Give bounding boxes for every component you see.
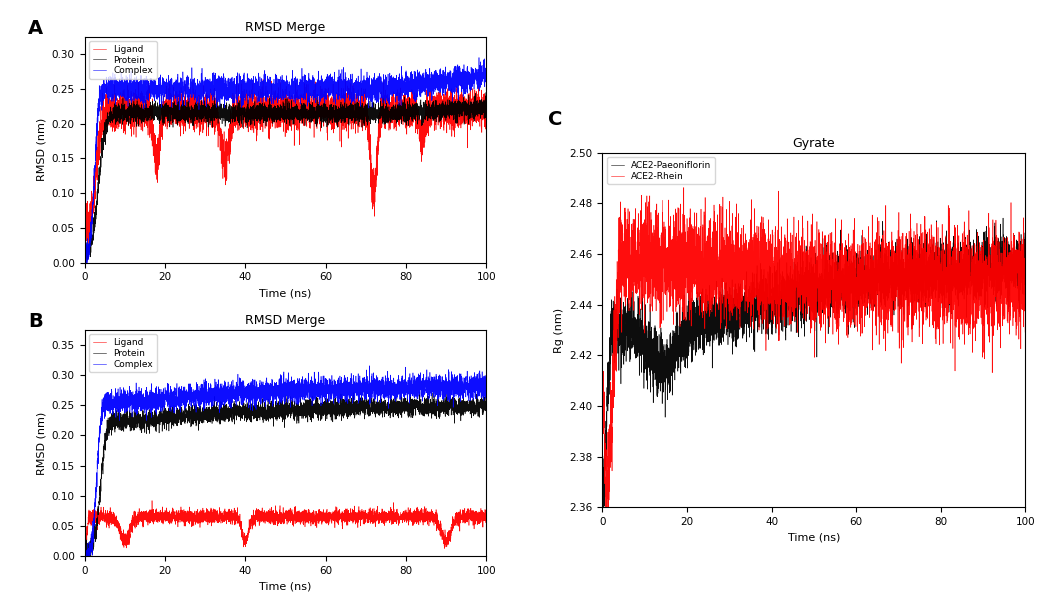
X-axis label: Time (ns): Time (ns) bbox=[259, 581, 312, 591]
Y-axis label: RMSD (nm): RMSD (nm) bbox=[36, 411, 47, 475]
Y-axis label: Rg (nm): Rg (nm) bbox=[554, 307, 564, 353]
Title: RMSD Merge: RMSD Merge bbox=[245, 21, 326, 34]
X-axis label: Time (ns): Time (ns) bbox=[259, 288, 312, 298]
Title: RMSD Merge: RMSD Merge bbox=[245, 315, 326, 327]
Legend: Ligand, Protein, Complex: Ligand, Protein, Complex bbox=[89, 334, 156, 372]
Title: Gyrate: Gyrate bbox=[793, 137, 835, 150]
Text: A: A bbox=[29, 18, 43, 37]
Legend: Ligand, Protein, Complex: Ligand, Protein, Complex bbox=[89, 41, 156, 79]
Y-axis label: RMSD (nm): RMSD (nm) bbox=[36, 118, 47, 181]
X-axis label: Time (ns): Time (ns) bbox=[787, 532, 840, 543]
Legend: ACE2-Paeoniflorin, ACE2-Rhein: ACE2-Paeoniflorin, ACE2-Rhein bbox=[607, 157, 716, 185]
Text: C: C bbox=[548, 110, 562, 129]
Text: B: B bbox=[29, 312, 43, 331]
